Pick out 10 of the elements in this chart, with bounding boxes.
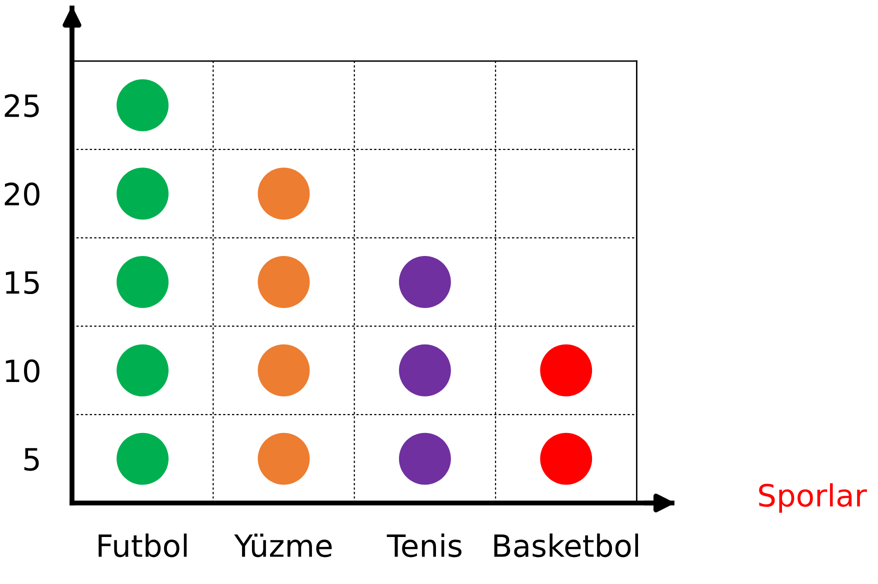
x-axis-title: Sporlar bbox=[759, 483, 867, 513]
x-tick-label: Basketbol bbox=[494, 534, 638, 558]
x-tick-label: Futbol bbox=[98, 534, 187, 558]
x-tick-label: Yüzme bbox=[234, 534, 332, 558]
y-tick-label: 10 bbox=[6, 359, 40, 382]
y-tick-label: 20 bbox=[4, 182, 40, 206]
y-tick-label: 15 bbox=[6, 271, 39, 294]
y-tick-label: 5 bbox=[24, 448, 39, 471]
y-tick-label: 25 bbox=[4, 94, 39, 118]
x-tick-label: Tenis bbox=[386, 534, 462, 558]
